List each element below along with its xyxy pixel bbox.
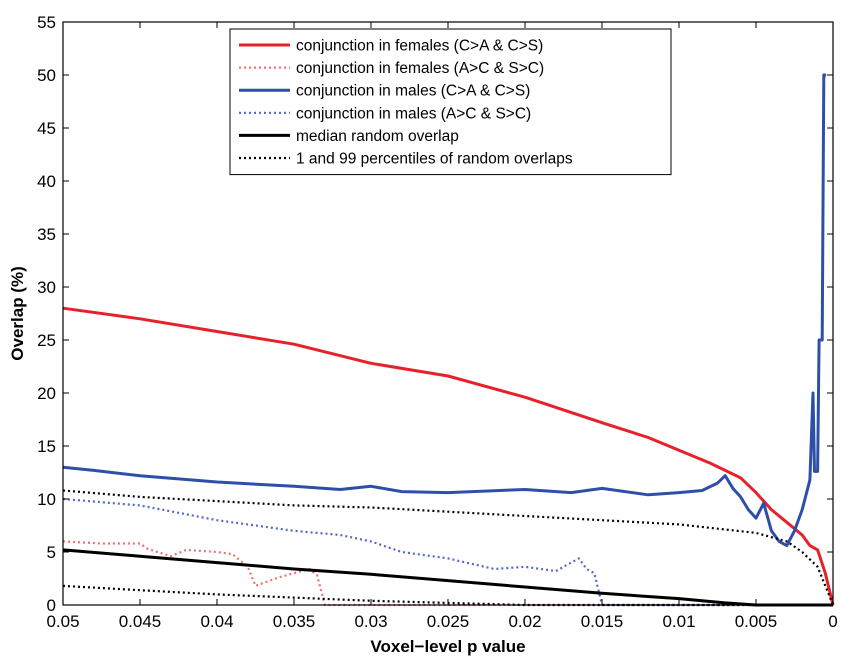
series-layer: [62, 73, 835, 607]
series-line-4: [62, 497, 833, 607]
series-line-1: [62, 306, 835, 606]
series-line-2: [62, 540, 833, 607]
series-line-6: [62, 489, 835, 606]
x-tick-label: 0.04: [200, 612, 233, 631]
y-tick-label: 50: [37, 66, 56, 85]
series-line-3: [62, 73, 827, 548]
legend-entry: 1 and 99 percentiles of random overlaps: [296, 151, 573, 168]
x-tick-label: 0: [828, 612, 837, 631]
x-axis-label: Voxel−level p value: [370, 637, 525, 656]
y-tick-label: 40: [37, 172, 56, 191]
x-tick-label: 0.015: [581, 612, 624, 631]
legend-box: [229, 28, 672, 176]
y-tick-label: 45: [37, 119, 56, 138]
y-tick-label: 10: [37, 490, 56, 509]
x-tick-label: 0.035: [273, 612, 316, 631]
x-tick-label: 0.03: [354, 612, 387, 631]
y-tick-label: 0: [47, 596, 56, 615]
y-tick-label: 25: [37, 331, 56, 350]
y-tick-label: 5: [47, 543, 56, 562]
x-tick-label: 0.025: [427, 612, 470, 631]
y-tick-label: 15: [37, 437, 56, 456]
x-tick-label: 0.045: [119, 612, 162, 631]
y-tick-label: 55: [37, 13, 56, 32]
x-tick-label: 0.02: [508, 612, 541, 631]
legend: conjunction in females (C>A & C>S) conjun…: [229, 28, 672, 176]
x-tick-label: 0.005: [735, 612, 778, 631]
legend-entry: conjunction in males (A>C & S>C): [296, 105, 531, 122]
y-tick-label: 30: [37, 278, 56, 297]
ticks-layer: 0.05 0.045 0.04 0.035 0.03 0.025 0.02 0.015 0.01…: [37, 13, 838, 631]
y-tick-label: 35: [37, 225, 56, 244]
legend-entry: median random overlap: [296, 128, 459, 145]
x-tick-label: 0.05: [46, 612, 79, 631]
y-tick-label: 20: [37, 384, 56, 403]
legend-entry: conjunction in males (C>A & C>S): [296, 83, 530, 100]
y-axis-label: Overlap (%): [8, 266, 27, 360]
series-line-5: [62, 548, 833, 607]
x-tick-label: 0.01: [662, 612, 695, 631]
legend-entry: conjunction in females (C>A & C>S): [296, 38, 543, 55]
legend-entry: conjunction in females (A>C & S>C): [296, 60, 544, 77]
